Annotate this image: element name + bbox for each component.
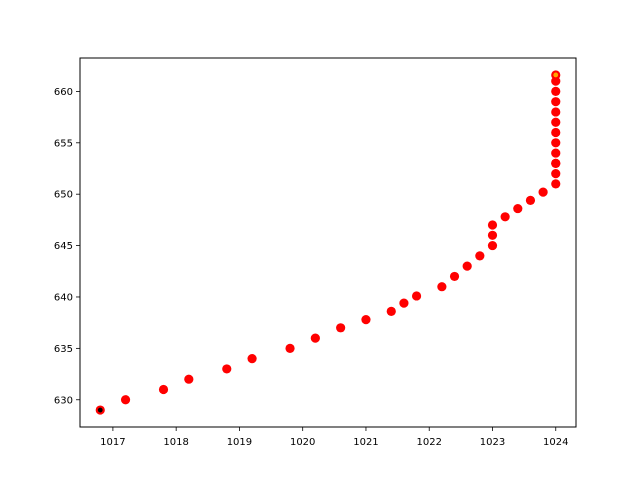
data-point [538,187,548,197]
data-point [551,138,561,148]
x-tick-label: 1022 [416,437,441,448]
data-point [551,127,561,138]
y-tick-label: 635 [54,344,73,355]
y-tick-label: 655 [54,138,73,149]
y-tick-label: 660 [54,87,73,98]
start-marker [97,407,103,413]
data-point [411,291,422,301]
data-point [551,117,561,127]
data-point [462,261,472,271]
data-point [513,203,523,214]
data-point [361,314,371,325]
x-tick-label: 1023 [480,437,505,448]
data-point [310,333,320,343]
data-point [120,395,131,405]
x-tick-label: 1020 [290,437,315,448]
data-point [399,298,409,308]
data-point [551,169,561,179]
data-point [449,271,460,282]
data-point [551,148,561,158]
special-markers [97,72,559,413]
y-tick-label: 650 [54,190,73,201]
data-point [487,220,498,230]
data-point [475,251,485,261]
data-point [551,107,561,117]
x-tick-label: 1017 [100,437,125,448]
data-point [158,384,169,395]
data-point [386,306,396,316]
data-point [247,354,257,364]
x-tick-label: 1024 [543,437,568,448]
axes-frame [79,57,577,428]
data-point [551,179,561,189]
data-point [437,282,447,292]
data-point [487,240,498,251]
data-point [551,97,561,107]
end-marker [553,72,559,78]
y-tick-label: 630 [54,395,73,406]
x-tick-label: 1019 [227,437,252,448]
data-point [222,364,232,374]
y-tick-label: 645 [54,241,73,252]
data-point [551,158,561,168]
data-point [551,86,561,97]
data-point [285,343,295,353]
data-point [525,195,536,205]
data-point [336,323,346,333]
x-axis: 1017 1018 1019 1020 1021 1022 1023 1024 [100,427,568,448]
y-tick-label: 640 [54,292,73,303]
data-point [184,374,194,384]
data-point [487,230,498,240]
x-tick-label: 1021 [353,437,378,448]
data-point [500,212,510,222]
x-tick-label: 1018 [163,437,188,448]
y-axis: 630 635 640 645 650 655 660 [54,87,80,406]
